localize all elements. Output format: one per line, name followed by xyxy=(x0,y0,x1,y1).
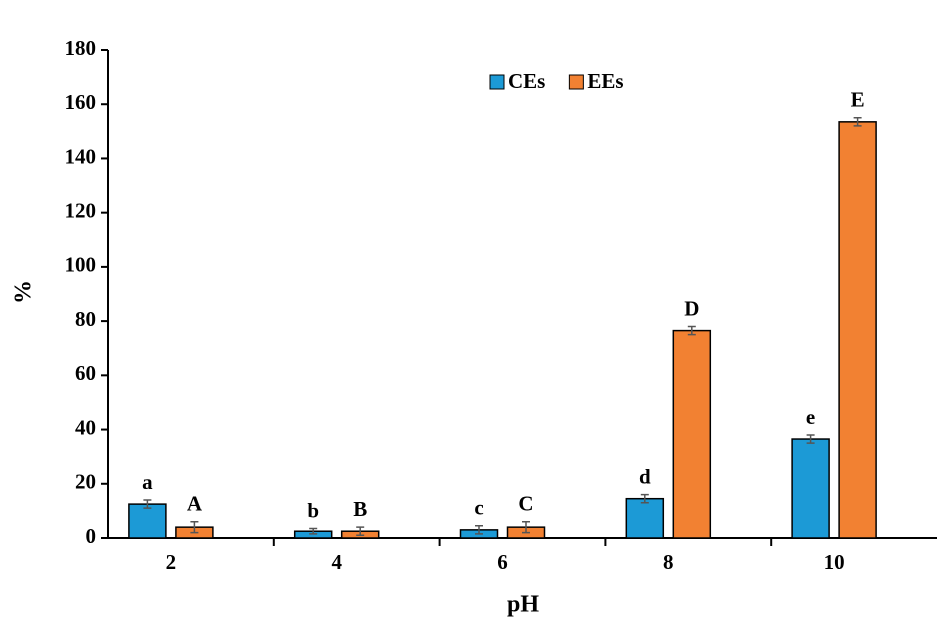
bar-annotation: C xyxy=(518,492,533,516)
y-tick-label: 100 xyxy=(65,253,97,277)
error-bar xyxy=(853,117,862,127)
bar xyxy=(672,329,712,539)
error-bar xyxy=(143,499,152,509)
x-tick-label: 6 xyxy=(497,550,508,574)
error-bar xyxy=(190,520,199,534)
error-bar xyxy=(309,527,318,535)
bar-annotation: A xyxy=(187,492,203,516)
bar-annotation: E xyxy=(851,88,865,112)
y-tick-label: 60 xyxy=(75,361,96,385)
error-bar xyxy=(640,493,649,504)
legend-label: EEs xyxy=(587,69,623,93)
error-bar xyxy=(522,520,530,534)
bar xyxy=(625,497,665,539)
legend-label: CEs xyxy=(508,69,545,93)
x-axis-label: pH xyxy=(507,592,539,618)
bar-annotation: c xyxy=(474,496,483,520)
y-tick-label: 0 xyxy=(86,524,97,548)
bar-annotation: B xyxy=(353,497,367,521)
x-tick-label: 2 xyxy=(166,550,177,574)
bar-annotation: a xyxy=(142,470,153,494)
bar-annotation: d xyxy=(639,464,651,488)
legend-swatch xyxy=(489,74,505,90)
error-bar xyxy=(356,526,365,537)
y-tick-label: 140 xyxy=(65,144,97,168)
error-bar xyxy=(687,325,696,336)
error-bar xyxy=(806,434,815,444)
legend-swatch xyxy=(568,74,584,90)
bar xyxy=(838,121,877,539)
y-tick-label: 180 xyxy=(65,36,97,60)
bar xyxy=(791,438,830,539)
x-tick-label: 4 xyxy=(331,550,342,574)
x-tick-label: 10 xyxy=(824,550,845,574)
bar-annotation: b xyxy=(307,498,319,522)
y-tick-label: 160 xyxy=(65,90,97,114)
y-tick-label: 20 xyxy=(75,470,96,494)
x-tick-label: 8 xyxy=(663,550,674,574)
bar xyxy=(128,503,167,539)
y-tick-label: 40 xyxy=(75,415,96,439)
y-axis-label: % xyxy=(11,280,37,304)
bar-annotation: D xyxy=(684,296,699,320)
error-bar xyxy=(475,525,483,535)
bar-annotation: e xyxy=(806,405,815,429)
y-tick-label: 80 xyxy=(75,307,96,331)
y-tick-label: 120 xyxy=(65,198,97,222)
